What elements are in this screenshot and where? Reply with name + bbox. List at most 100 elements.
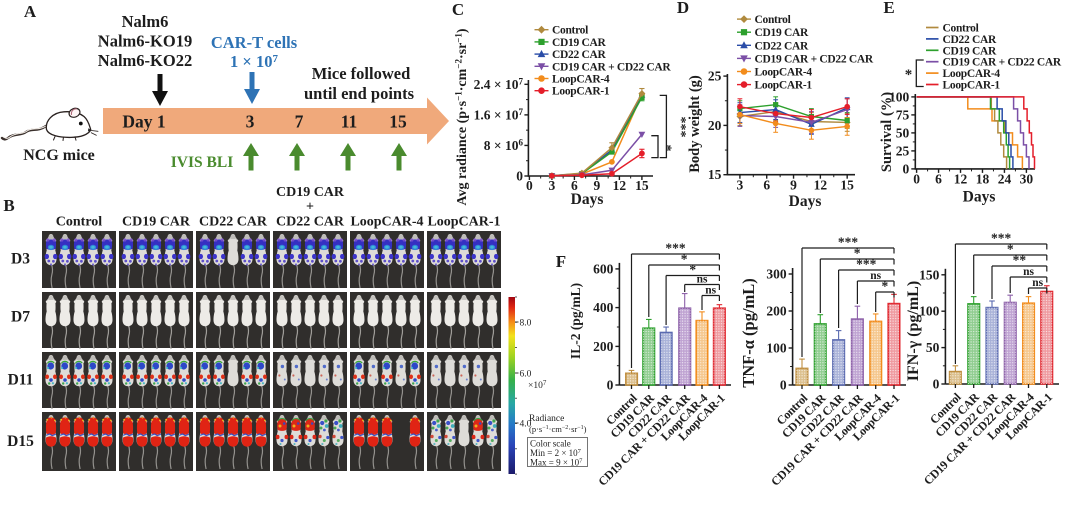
svg-text:D7: D7 bbox=[11, 309, 30, 326]
svg-text:Control: Control bbox=[943, 23, 979, 35]
svg-text:6: 6 bbox=[571, 178, 578, 193]
svg-text:CD19 CAR: CD19 CAR bbox=[276, 185, 345, 200]
svg-text:8 × 106: 8 × 106 bbox=[484, 137, 524, 153]
svg-text:CD19 CAR + CD22 CAR: CD19 CAR + CD22 CAR bbox=[552, 61, 671, 73]
svg-text:*: * bbox=[1007, 242, 1014, 257]
svg-text:LoopCAR-1: LoopCAR-1 bbox=[427, 215, 500, 230]
svg-text:0: 0 bbox=[526, 178, 533, 193]
svg-text:TNF-α (pg/mL): TNF-α (pg/mL) bbox=[739, 278, 758, 388]
svg-text:NCG mice: NCG mice bbox=[23, 147, 95, 164]
svg-text:1 × 107: 1 × 107 bbox=[230, 52, 278, 71]
svg-text:CD22 CAR: CD22 CAR bbox=[276, 215, 345, 230]
svg-text:*: * bbox=[881, 279, 888, 294]
svg-text:LoopCAR-1: LoopCAR-1 bbox=[755, 80, 813, 92]
svg-text:CD22 CAR: CD22 CAR bbox=[199, 215, 268, 230]
svg-text:2.4 × 107: 2.4 × 107 bbox=[474, 76, 524, 92]
svg-text:6: 6 bbox=[763, 178, 770, 193]
svg-text:30: 30 bbox=[1020, 172, 1034, 187]
svg-text:ns: ns bbox=[1023, 266, 1034, 278]
svg-text:7: 7 bbox=[295, 112, 304, 132]
svg-text:Nalm6-KO19: Nalm6-KO19 bbox=[98, 32, 192, 51]
svg-text:ns: ns bbox=[870, 270, 881, 282]
svg-text:6.0: 6.0 bbox=[520, 370, 532, 380]
svg-text:9: 9 bbox=[594, 178, 601, 193]
svg-text:×107: ×107 bbox=[528, 379, 547, 391]
svg-text:*: * bbox=[681, 252, 688, 267]
svg-text:LoopCAR-1: LoopCAR-1 bbox=[552, 86, 610, 98]
svg-text:300: 300 bbox=[766, 267, 787, 282]
svg-text:11: 11 bbox=[341, 112, 358, 132]
svg-text:12: 12 bbox=[814, 178, 828, 193]
svg-text:Control: Control bbox=[755, 14, 791, 26]
svg-text:0: 0 bbox=[933, 377, 940, 392]
svg-text:ns: ns bbox=[697, 274, 708, 286]
svg-text:CAR-T cells: CAR-T cells bbox=[211, 33, 298, 52]
svg-text:0: 0 bbox=[607, 378, 614, 393]
svg-text:D15: D15 bbox=[7, 433, 34, 450]
svg-text:75: 75 bbox=[896, 107, 910, 122]
svg-text:20: 20 bbox=[708, 118, 722, 133]
svg-text:CD19 CAR: CD19 CAR bbox=[552, 37, 606, 49]
svg-text:200: 200 bbox=[766, 304, 787, 319]
svg-text:12: 12 bbox=[954, 172, 968, 187]
svg-text:IVIS BLI: IVIS BLI bbox=[171, 154, 233, 171]
svg-text:ns: ns bbox=[1032, 277, 1043, 289]
svg-text:CD19 CAR: CD19 CAR bbox=[122, 215, 191, 230]
svg-text:CD19 CAR + CD22 CAR: CD19 CAR + CD22 CAR bbox=[755, 53, 874, 65]
svg-text:8.0: 8.0 bbox=[520, 319, 532, 329]
svg-text:Day 1: Day 1 bbox=[122, 112, 165, 132]
svg-text:*: * bbox=[659, 145, 674, 152]
svg-text:1.6 × 107: 1.6 × 107 bbox=[474, 107, 524, 123]
svg-text:Body weight (g): Body weight (g) bbox=[687, 75, 703, 173]
svg-text:Nalm6: Nalm6 bbox=[122, 12, 169, 31]
svg-text:150: 150 bbox=[919, 267, 940, 282]
svg-text:A: A bbox=[24, 2, 37, 21]
svg-text:3: 3 bbox=[246, 112, 255, 132]
svg-text:***: *** bbox=[856, 257, 877, 272]
svg-text:Control: Control bbox=[56, 215, 103, 230]
svg-text:9: 9 bbox=[790, 178, 797, 193]
svg-text:0: 0 bbox=[913, 172, 920, 187]
svg-text:Avg radiance (p·s−1·cm−2·sr−1): Avg radiance (p·s−1·cm−2·sr−1) bbox=[454, 28, 471, 206]
svg-text:LoopCAR-4: LoopCAR-4 bbox=[943, 68, 1001, 80]
svg-text:Min = 2 × 107: Min = 2 × 107 bbox=[530, 448, 582, 458]
svg-text:Mice followed: Mice followed bbox=[312, 64, 411, 83]
svg-text:CD22 CAR: CD22 CAR bbox=[755, 40, 809, 52]
svg-text:15: 15 bbox=[840, 178, 854, 193]
svg-text:18: 18 bbox=[976, 172, 990, 187]
svg-text:LoopCAR-4: LoopCAR-4 bbox=[552, 74, 610, 86]
svg-text:100: 100 bbox=[919, 304, 940, 319]
svg-text:*: * bbox=[905, 67, 913, 83]
svg-text:***: *** bbox=[665, 241, 686, 256]
svg-text:LoopCAR-1: LoopCAR-1 bbox=[943, 80, 1001, 92]
svg-text:3: 3 bbox=[549, 178, 556, 193]
svg-text:Max = 9 × 107: Max = 9 × 107 bbox=[530, 458, 583, 468]
svg-text:F: F bbox=[556, 252, 566, 271]
svg-text:3: 3 bbox=[737, 178, 744, 193]
svg-text:D11: D11 bbox=[8, 372, 34, 389]
svg-text:***: *** bbox=[838, 235, 859, 250]
svg-text:(p·s−1·cm−2·sr−1): (p·s−1·cm−2·sr−1) bbox=[529, 424, 587, 434]
svg-text:15: 15 bbox=[708, 167, 722, 182]
svg-text:200: 200 bbox=[593, 339, 614, 354]
svg-text:***: *** bbox=[991, 231, 1012, 246]
svg-text:CD22 CAR: CD22 CAR bbox=[943, 34, 997, 46]
svg-text:50: 50 bbox=[896, 125, 910, 140]
svg-text:Control: Control bbox=[552, 25, 588, 37]
svg-text:4.0: 4.0 bbox=[520, 420, 532, 430]
svg-text:until end points: until end points bbox=[304, 84, 415, 103]
svg-text:**: ** bbox=[1013, 253, 1027, 268]
svg-text:Nalm6-KO22: Nalm6-KO22 bbox=[98, 51, 192, 70]
svg-text:+: + bbox=[306, 200, 314, 215]
svg-text:***: *** bbox=[673, 117, 688, 138]
svg-text:D: D bbox=[677, 0, 689, 17]
svg-text:15: 15 bbox=[389, 112, 407, 132]
svg-text:IFN-γ (pg/mL): IFN-γ (pg/mL) bbox=[905, 281, 922, 381]
svg-text:E: E bbox=[883, 0, 894, 17]
svg-text:CD19 CAR: CD19 CAR bbox=[755, 27, 809, 39]
svg-text:ns: ns bbox=[705, 285, 716, 297]
svg-text:100: 100 bbox=[766, 341, 787, 356]
svg-text:24: 24 bbox=[998, 172, 1012, 187]
svg-text:B: B bbox=[3, 196, 14, 215]
svg-text:Days: Days bbox=[789, 193, 822, 210]
